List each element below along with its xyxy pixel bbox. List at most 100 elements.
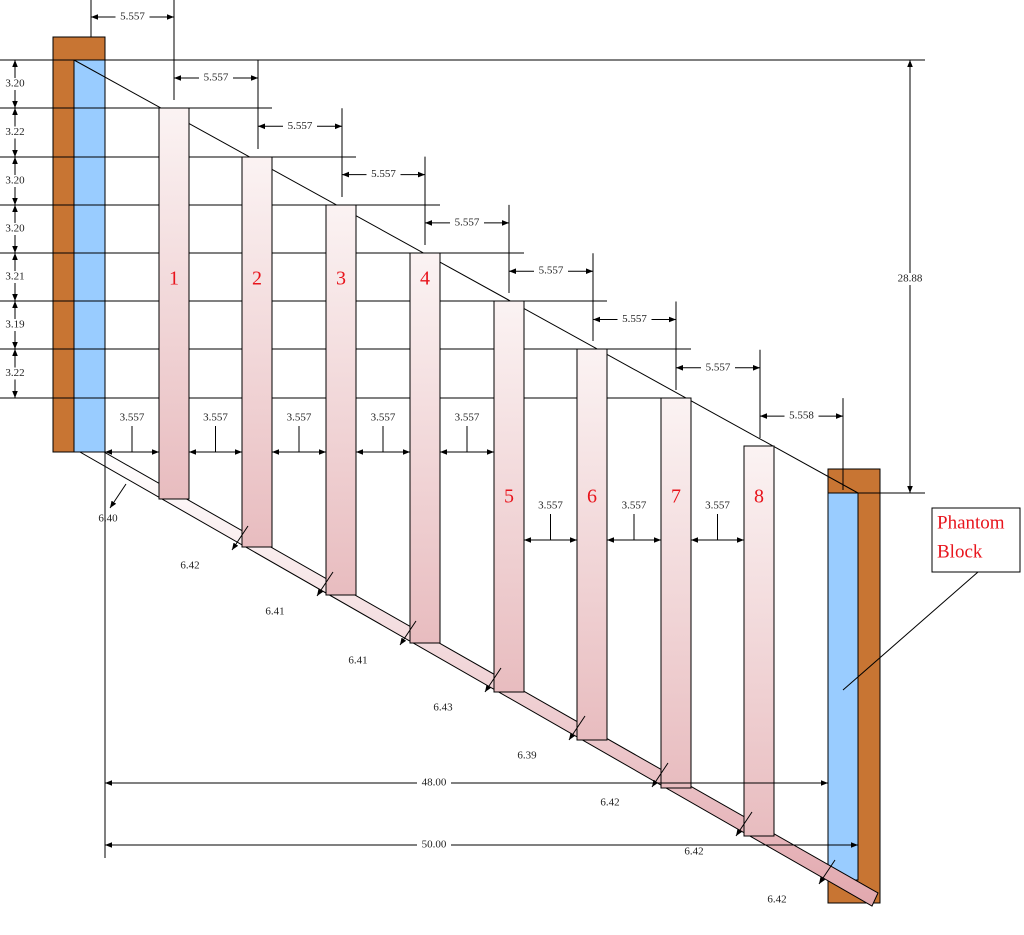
callout-leader: [842, 571, 979, 691]
block: [158, 107, 190, 500]
dim-label: 3.20: [5, 175, 25, 187]
callout-text: Block: [937, 541, 983, 562]
callout-text: Phantom: [937, 512, 1005, 533]
block: [409, 252, 441, 644]
dim-label: 3.557: [371, 412, 396, 424]
block-label: 5: [504, 486, 514, 508]
block-label: 3: [336, 268, 346, 290]
label-bg: [893, 273, 927, 285]
dim-label: 3.22: [5, 126, 24, 138]
dim-label: 6.42: [180, 560, 199, 572]
dim-label: 3.557: [120, 412, 145, 424]
dim-label: 3.19: [5, 319, 25, 331]
label-bg: [115, 11, 150, 23]
block-label: 8: [754, 486, 764, 508]
label-bg: [115, 412, 149, 424]
block-label: 7: [671, 486, 681, 508]
dim-label: 3.557: [287, 412, 312, 424]
dim-label: 6.42: [684, 846, 703, 858]
dim-label: 6.43: [433, 702, 453, 714]
block: [493, 300, 525, 693]
dim-label: 3.20: [5, 223, 25, 235]
label-bg: [701, 361, 735, 374]
dim-tick: [316, 571, 334, 597]
label-bg: [700, 500, 735, 512]
dim-tick: [231, 525, 249, 551]
label-bg: [366, 412, 400, 424]
label-bg: [0, 223, 32, 235]
dim-label: 5.557: [371, 168, 396, 180]
dim-label: 48.00: [422, 777, 447, 789]
dim-label: 3.557: [538, 500, 563, 512]
label-bg: [0, 78, 32, 90]
dim-label: 6.42: [600, 797, 619, 809]
dim-tick: [109, 483, 127, 509]
label-bg: [450, 216, 484, 229]
dim-label: 3.22: [5, 367, 24, 379]
label-bg: [199, 72, 233, 84]
block: [325, 204, 357, 596]
dim-label: 5.557: [455, 216, 480, 228]
label-bg: [533, 500, 568, 512]
label-bg: [677, 846, 711, 858]
dim-label: 50.00: [422, 839, 447, 851]
label-bg: [0, 319, 32, 331]
block-label: 1: [169, 268, 179, 290]
block: [660, 397, 692, 789]
dim-label: 5.557: [204, 72, 229, 84]
dim-label: 3.557: [455, 412, 480, 424]
dim-tick: [568, 715, 586, 741]
dim-tick: [818, 859, 836, 885]
dim-label: 28.88: [898, 273, 923, 285]
dim-label: 5.558: [789, 410, 814, 422]
label-bg: [0, 271, 32, 283]
label-bg: [366, 168, 401, 181]
label-bg: [617, 313, 652, 326]
label-bg: [510, 750, 544, 762]
block: [743, 445, 775, 837]
label-bg: [784, 410, 819, 423]
block: [576, 348, 608, 741]
label-bg: [0, 126, 32, 139]
label-bg: [0, 175, 32, 187]
dim-label: 5.557: [706, 361, 731, 373]
diagonal-brace: [78, 451, 879, 907]
block: [241, 156, 273, 548]
dim-label: 6.42: [767, 894, 786, 906]
label-bg: [198, 412, 233, 424]
label-bg: [0, 367, 32, 380]
dim-label: 6.39: [517, 750, 537, 762]
dim-tick: [399, 620, 417, 646]
dim-label: 3.557: [203, 412, 228, 424]
dim-label: 6.41: [265, 606, 284, 618]
callout-box: [931, 507, 1021, 573]
label-bg: [282, 412, 316, 424]
dim-label: 6.40: [98, 513, 118, 525]
label-bg: [593, 797, 627, 809]
label-bg: [91, 513, 125, 525]
label-bg: [417, 777, 451, 789]
block-label: 2: [252, 268, 262, 290]
label-bg: [426, 702, 460, 714]
dim-label: 3.21: [5, 271, 24, 283]
right-phantom: [827, 492, 859, 881]
dim-label: 6.41: [348, 655, 367, 667]
dim-label: 3.557: [622, 500, 647, 512]
block-label: 4: [420, 268, 430, 290]
dim-label: 3.557: [705, 500, 730, 512]
label-bg: [283, 120, 317, 133]
label-bg: [760, 894, 794, 906]
block-label: 6: [587, 486, 597, 508]
slope-line: [73, 59, 859, 494]
dim-label: 5.557: [288, 120, 313, 132]
dim-label: 5.557: [120, 11, 145, 23]
label-bg: [341, 655, 375, 667]
label-bg: [617, 500, 651, 512]
dim-tick: [484, 667, 502, 693]
label-bg: [450, 412, 484, 424]
label-bg: [417, 839, 451, 851]
left-phantom: [73, 59, 106, 453]
dim-tick: [735, 811, 753, 837]
label-bg: [173, 560, 207, 572]
